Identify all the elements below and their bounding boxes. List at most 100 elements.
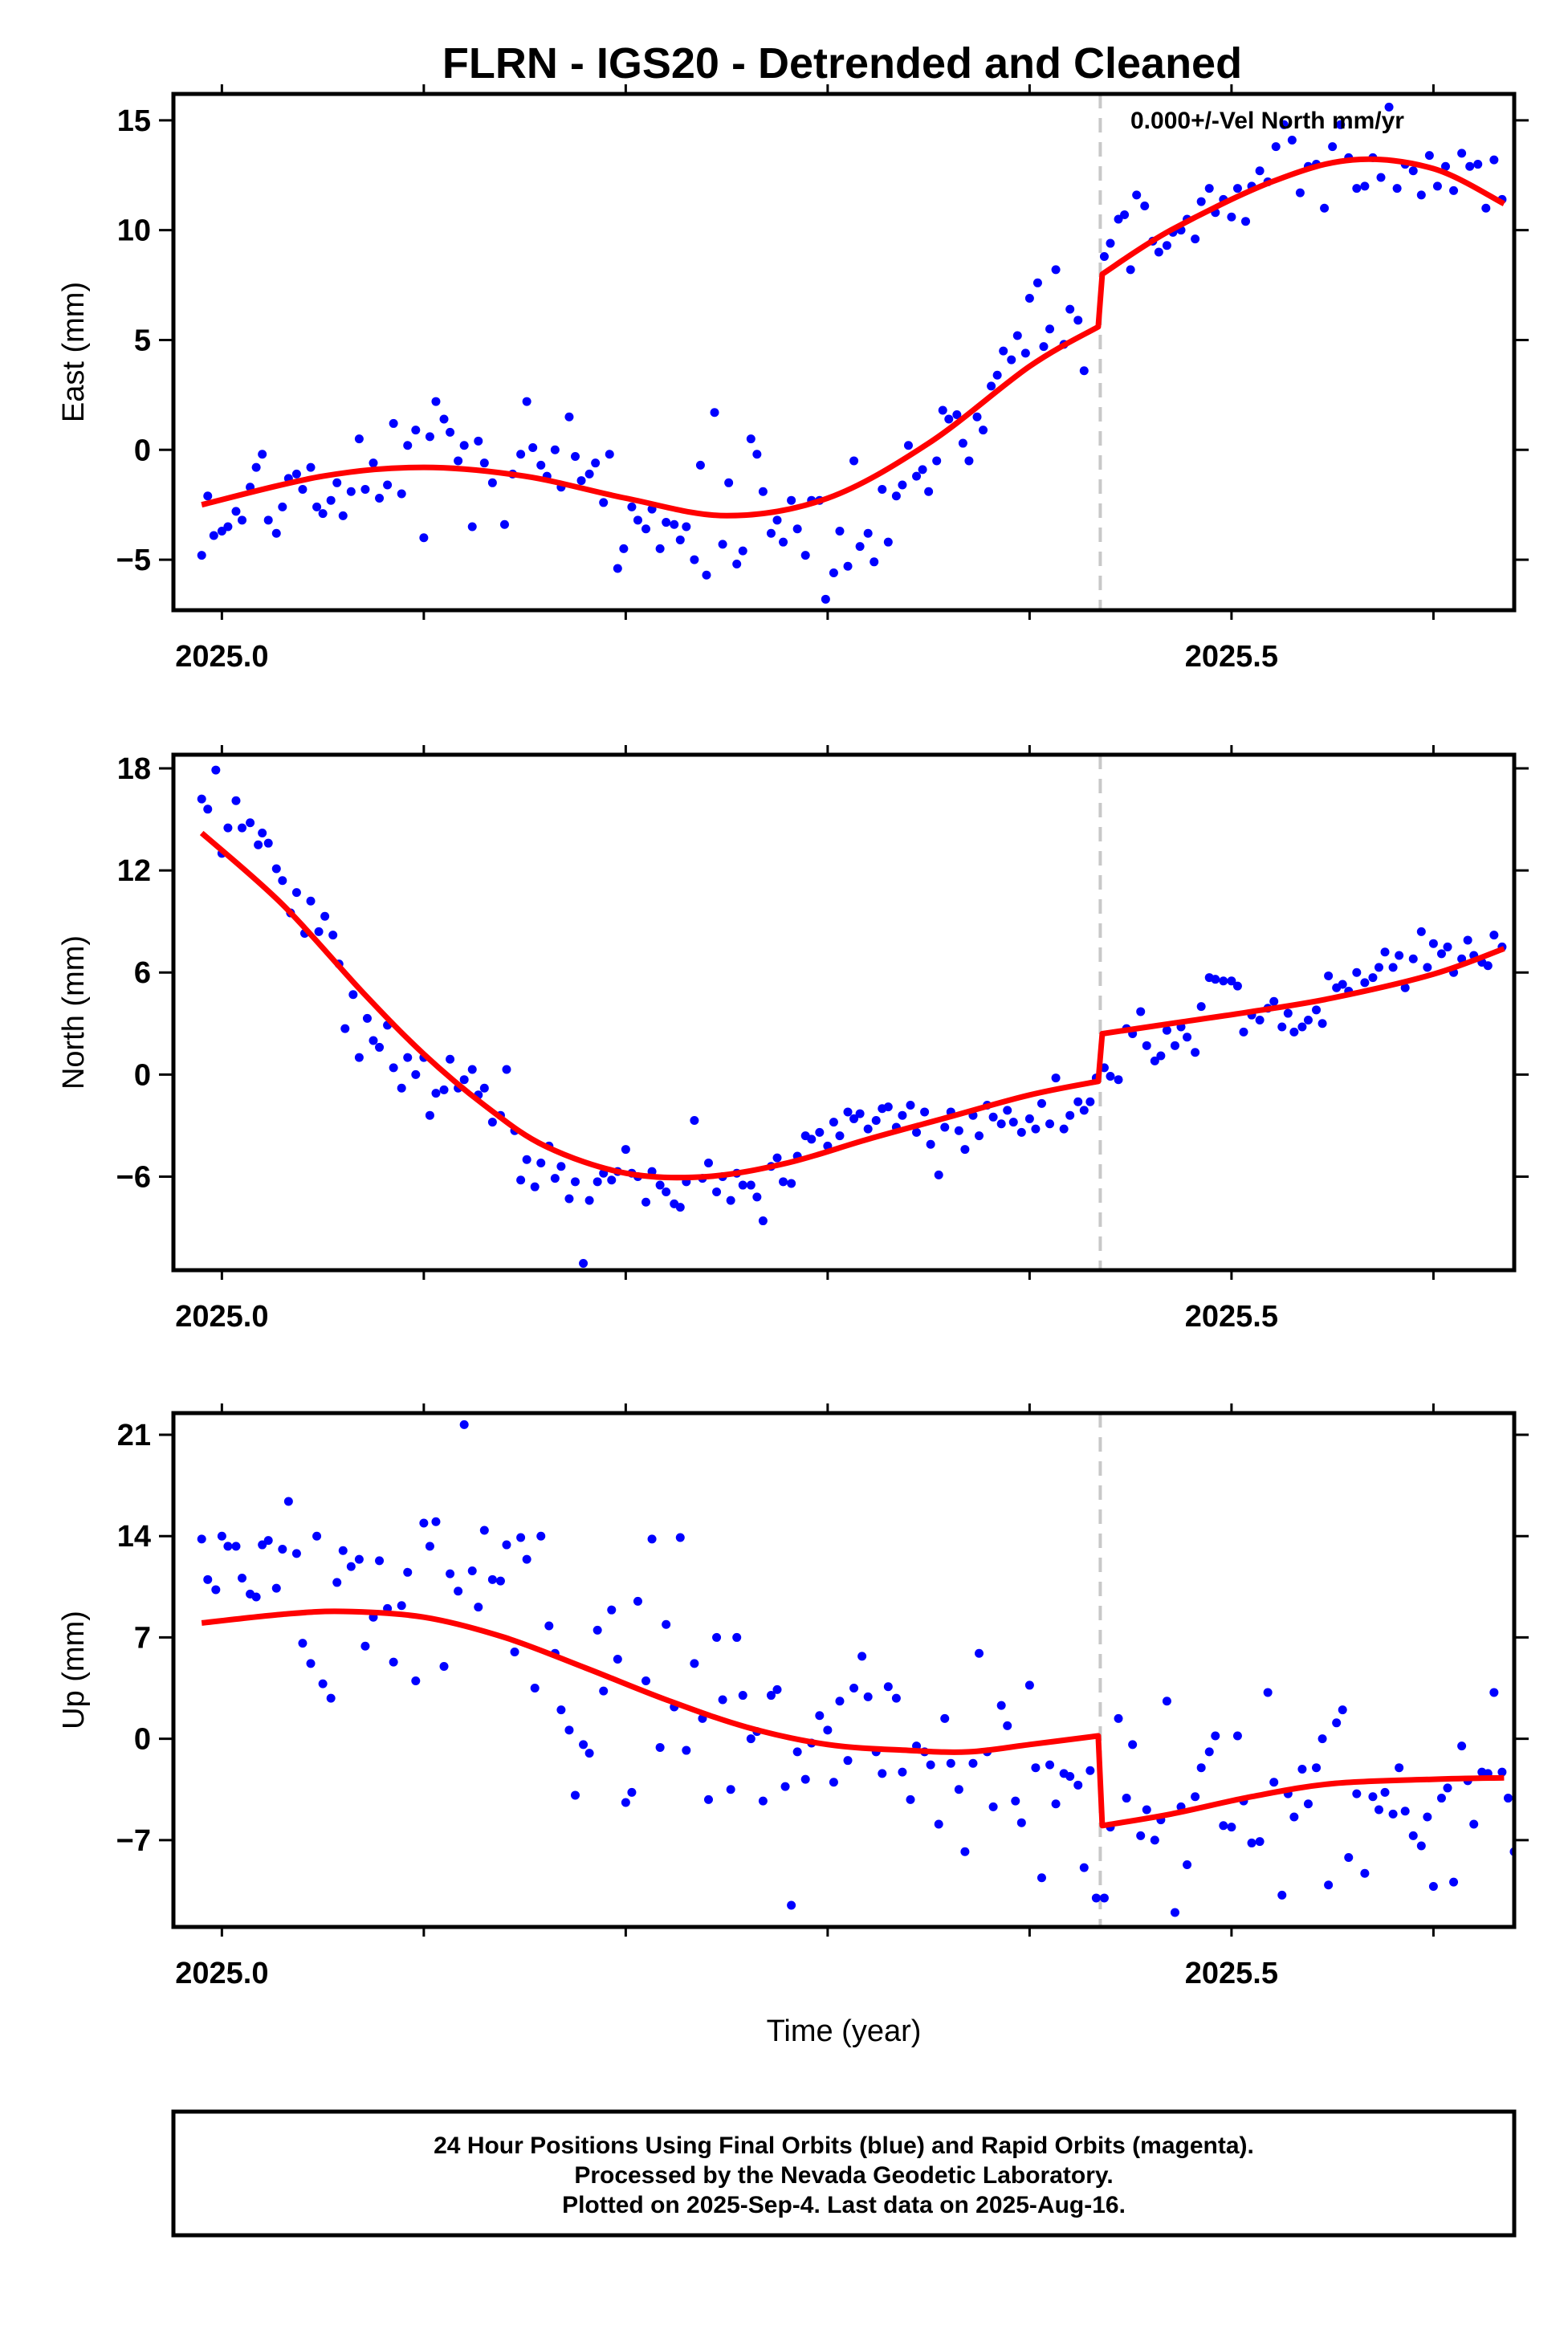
model-curve — [201, 156, 1506, 519]
data-point — [389, 1657, 398, 1667]
data-point — [211, 1585, 221, 1595]
data-point — [1154, 247, 1163, 257]
data-point — [1489, 155, 1499, 165]
data-point — [863, 528, 873, 538]
data-point — [1436, 1794, 1446, 1803]
data-point — [1436, 949, 1446, 959]
data-point — [1443, 942, 1452, 951]
data-point — [564, 1194, 574, 1204]
data-point — [223, 823, 233, 833]
data-point — [369, 458, 378, 468]
data-point — [397, 489, 406, 499]
data-point — [815, 1711, 825, 1721]
data-point — [871, 1116, 881, 1126]
data-point — [223, 1542, 233, 1551]
data-point — [1297, 1764, 1307, 1774]
y-tick-label: −5 — [116, 544, 151, 577]
data-point — [1374, 963, 1383, 972]
data-point — [246, 818, 255, 828]
data-point — [1114, 214, 1123, 224]
data-point — [726, 1785, 735, 1794]
data-point — [1031, 1763, 1041, 1773]
data-point — [425, 1110, 434, 1120]
data-point — [1263, 1688, 1273, 1697]
data-point — [536, 1531, 546, 1541]
data-point — [1196, 1002, 1206, 1012]
data-point — [446, 1569, 455, 1578]
data-point — [979, 426, 988, 435]
data-point — [772, 1153, 782, 1163]
data-point — [926, 1760, 935, 1770]
data-point — [1469, 1819, 1479, 1829]
data-point — [1463, 935, 1472, 945]
data-point — [584, 1749, 594, 1758]
data-point — [579, 1259, 589, 1269]
y-tick-label: 5 — [134, 324, 151, 357]
data-point — [258, 450, 267, 459]
north-panel: −6 0 6 12 18 2025.0 2025.5 North (mm) — [57, 745, 1529, 1334]
data-point — [298, 485, 307, 495]
data-point — [766, 1691, 776, 1701]
data-point — [271, 1583, 281, 1593]
data-point — [360, 1641, 370, 1651]
data-point — [454, 456, 463, 466]
data-point — [326, 495, 336, 505]
data-point — [1312, 1763, 1322, 1773]
data-point — [439, 1085, 449, 1094]
data-point — [1232, 981, 1242, 991]
data-point — [263, 515, 273, 525]
data-point — [934, 1170, 943, 1179]
data-point — [1443, 1783, 1452, 1793]
data-point — [662, 1619, 671, 1629]
data-point — [738, 546, 747, 556]
data-point — [807, 1134, 817, 1144]
data-point — [1073, 316, 1083, 325]
data-point — [613, 564, 622, 573]
data-point — [467, 522, 477, 532]
data-point — [354, 1053, 364, 1062]
data-point — [502, 1065, 511, 1074]
data-point — [823, 1725, 833, 1735]
data-point — [1277, 1890, 1287, 1900]
data-point — [591, 458, 601, 468]
data-point — [1037, 1098, 1046, 1108]
data-point — [1289, 1812, 1299, 1822]
data-point — [815, 1127, 825, 1137]
data-point — [724, 478, 734, 487]
data-point — [1232, 184, 1242, 193]
data-point — [898, 480, 907, 490]
data-point — [968, 1758, 978, 1768]
data-point — [621, 1145, 630, 1155]
data-point — [1196, 1763, 1206, 1773]
data-point — [1368, 1792, 1378, 1802]
data-point — [1162, 1025, 1171, 1035]
x-tick-label: 2025.5 — [1185, 1300, 1278, 1334]
data-point — [1360, 181, 1370, 191]
data-point — [772, 515, 782, 525]
data-point — [251, 462, 261, 472]
footer-line-1: 24 Hour Positions Using Final Orbits (bl… — [434, 2132, 1254, 2159]
data-point — [209, 531, 218, 540]
data-point — [1239, 1027, 1248, 1037]
y-axis-label: North (mm) — [57, 935, 91, 1090]
data-point — [926, 1139, 935, 1149]
velocity-annotation: 0.000+/-Vel North mm/yr — [1130, 108, 1404, 134]
data-point — [1457, 1741, 1467, 1751]
data-point — [920, 1107, 930, 1117]
data-point — [932, 456, 942, 466]
data-point — [1073, 1097, 1083, 1106]
data-point — [362, 1013, 372, 1023]
data-point — [474, 436, 483, 446]
data-point — [641, 1676, 651, 1686]
data-point — [1065, 1110, 1075, 1120]
data-point — [278, 1544, 287, 1554]
x-tick-label: 2025.5 — [1185, 640, 1278, 674]
data-point — [1051, 1799, 1061, 1809]
model-curve — [199, 830, 1505, 1181]
data-point — [550, 1174, 560, 1183]
data-point — [903, 441, 913, 450]
data-point — [1065, 1772, 1075, 1782]
data-point — [800, 1774, 810, 1784]
data-point — [419, 533, 429, 543]
